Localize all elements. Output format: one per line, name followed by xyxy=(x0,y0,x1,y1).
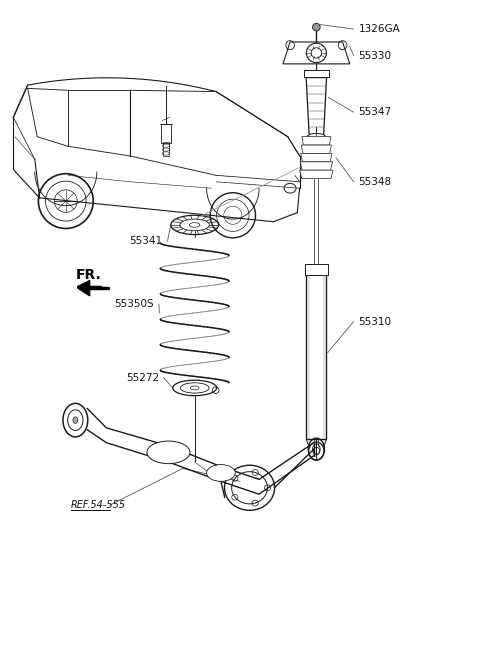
Text: 55272: 55272 xyxy=(126,373,159,382)
Ellipse shape xyxy=(307,133,325,140)
Bar xyxy=(306,265,326,439)
Ellipse shape xyxy=(312,23,320,31)
Ellipse shape xyxy=(206,465,235,481)
Text: 55350S: 55350S xyxy=(114,299,154,309)
Ellipse shape xyxy=(147,441,190,464)
Text: 1326GA: 1326GA xyxy=(359,24,400,34)
Text: 55341: 55341 xyxy=(130,236,163,246)
Polygon shape xyxy=(283,42,350,64)
Bar xyxy=(304,71,329,77)
Text: FR.: FR. xyxy=(75,269,101,282)
Bar xyxy=(305,264,328,274)
Text: 55348: 55348 xyxy=(359,177,392,187)
Polygon shape xyxy=(300,170,333,179)
Bar xyxy=(163,142,169,156)
Polygon shape xyxy=(302,137,331,145)
Text: 55330: 55330 xyxy=(359,50,391,61)
Polygon shape xyxy=(301,145,332,153)
Polygon shape xyxy=(78,280,90,296)
Polygon shape xyxy=(306,72,327,137)
Text: 55310: 55310 xyxy=(359,316,391,327)
Text: REF.54-555: REF.54-555 xyxy=(71,500,126,510)
Polygon shape xyxy=(301,153,332,162)
Ellipse shape xyxy=(73,417,78,423)
Bar xyxy=(161,124,171,143)
Text: 55347: 55347 xyxy=(359,107,392,117)
Polygon shape xyxy=(300,162,333,170)
